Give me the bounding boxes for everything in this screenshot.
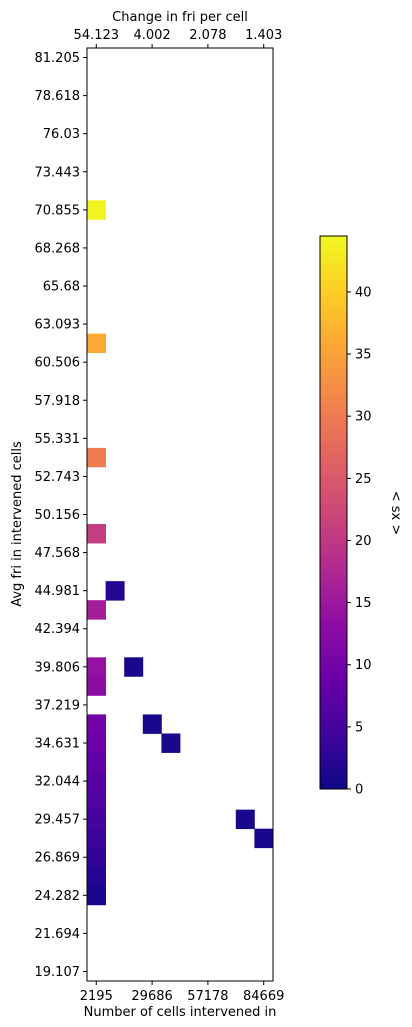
- y-tick-label: 47.568: [35, 546, 81, 561]
- y-axis-label: Avg fri in intervened cells: [10, 441, 25, 607]
- y-tick-label: 29.457: [35, 813, 81, 828]
- y-tick-label: 19.107: [35, 965, 81, 980]
- x-axis-bottom: 2195 29686 57178 84669: [80, 981, 284, 1004]
- heatmap-cell: [87, 885, 106, 906]
- y-tick-label: 42.394: [35, 622, 81, 637]
- heatmap-cell: [161, 733, 181, 753]
- colorbar-tick-label: 10: [355, 658, 372, 673]
- heatmap-cell: [87, 600, 106, 620]
- heatmap-cell: [87, 733, 106, 753]
- heatmap-cell: [87, 866, 106, 887]
- heatmap-cell: [87, 714, 106, 734]
- colorbar-label: < sx >: [388, 491, 403, 536]
- colorbar-tick-label: 40: [355, 285, 372, 300]
- heatmap-cell: [87, 676, 106, 696]
- y-tick-label: 60.506: [35, 356, 81, 371]
- y-tick-label: 32.044: [35, 775, 81, 790]
- y-tick-label: 21.694: [35, 927, 81, 942]
- y-tick-label: 68.268: [35, 241, 81, 256]
- x-tick-label: 84669: [243, 989, 284, 1004]
- heatmap-cell: [87, 752, 106, 772]
- colorbar-tick-label: 35: [355, 348, 372, 363]
- y-tick-label: 81.205: [35, 51, 81, 66]
- colorbar-tick-label: 30: [355, 410, 372, 425]
- heatmap-cell: [87, 847, 106, 868]
- y-tick-label: 26.869: [35, 851, 81, 866]
- heatmap-cell: [87, 447, 106, 468]
- x-axis-top: 54.123 4.002 2.078 1.403: [74, 28, 282, 48]
- y-tick-label: 63.093: [35, 318, 81, 333]
- y-axis: 81.205 78.618 76.03 73.443 70.855 68.268 65.68…: [35, 51, 87, 980]
- heatmap-cell: [87, 771, 106, 791]
- colorbar: 0 5 10 15 20 25 30 35 40: [319, 235, 372, 798]
- heatmap-cell: [87, 657, 106, 677]
- x-axis-label: Number of cells intervened in: [84, 1005, 277, 1020]
- x-tick-label: 2195: [80, 989, 113, 1004]
- heatmap-cell: [87, 790, 106, 811]
- colorbar-tick-label: 15: [355, 596, 372, 611]
- y-tick-label: 73.443: [35, 165, 81, 180]
- y-tick-label: 70.855: [35, 203, 81, 218]
- x-top-tick-label: 4.002: [133, 28, 170, 43]
- y-tick-label: 78.618: [35, 89, 81, 104]
- y-tick-label: 76.03: [43, 127, 80, 142]
- x-top-tick-label: 1.403: [245, 28, 282, 43]
- heatmap-cell: [235, 809, 255, 830]
- plot-area: [87, 48, 273, 981]
- heatmap-cell: [105, 581, 125, 601]
- y-tick-label: 50.156: [35, 508, 81, 523]
- x-tick-label: 29686: [131, 989, 172, 1004]
- heatmap-cell: [87, 200, 106, 220]
- heatmap-cell: [124, 657, 144, 677]
- colorbar-tick-label: 20: [355, 534, 372, 549]
- y-tick-label: 52.743: [35, 470, 81, 485]
- y-tick-label: 34.631: [35, 736, 81, 751]
- y-tick-label: 57.918: [35, 394, 81, 409]
- heatmap-cell: [87, 524, 106, 544]
- y-tick-label: 24.282: [35, 889, 81, 904]
- y-tick-label: 37.219: [35, 698, 81, 713]
- heatmap-cell: [87, 828, 106, 849]
- x-tick-label: 57178: [187, 989, 228, 1004]
- heatmap-cell: [87, 809, 106, 830]
- colorbar-gradient: [319, 235, 348, 790]
- colorbar-tick-label: 5: [355, 720, 363, 735]
- x-top-tick-label: 2.078: [189, 28, 226, 43]
- y-tick-label: 39.806: [35, 660, 81, 675]
- y-tick-label: 55.331: [35, 432, 81, 447]
- heatmap-cell: [254, 828, 274, 849]
- colorbar-tick-label: 25: [355, 472, 372, 487]
- y-tick-label: 65.68: [43, 280, 80, 295]
- heatmap-cell: [142, 714, 162, 734]
- colorbar-tick-label: 0: [355, 783, 363, 798]
- heatmap-cells: [87, 200, 274, 906]
- heatmap-cell: [87, 333, 106, 354]
- plot-background: [87, 48, 273, 981]
- y-tick-label: 44.981: [35, 584, 81, 599]
- x-top-axis-label: Change in fri per cell: [112, 10, 248, 25]
- x-top-tick-label: 54.123: [74, 28, 120, 43]
